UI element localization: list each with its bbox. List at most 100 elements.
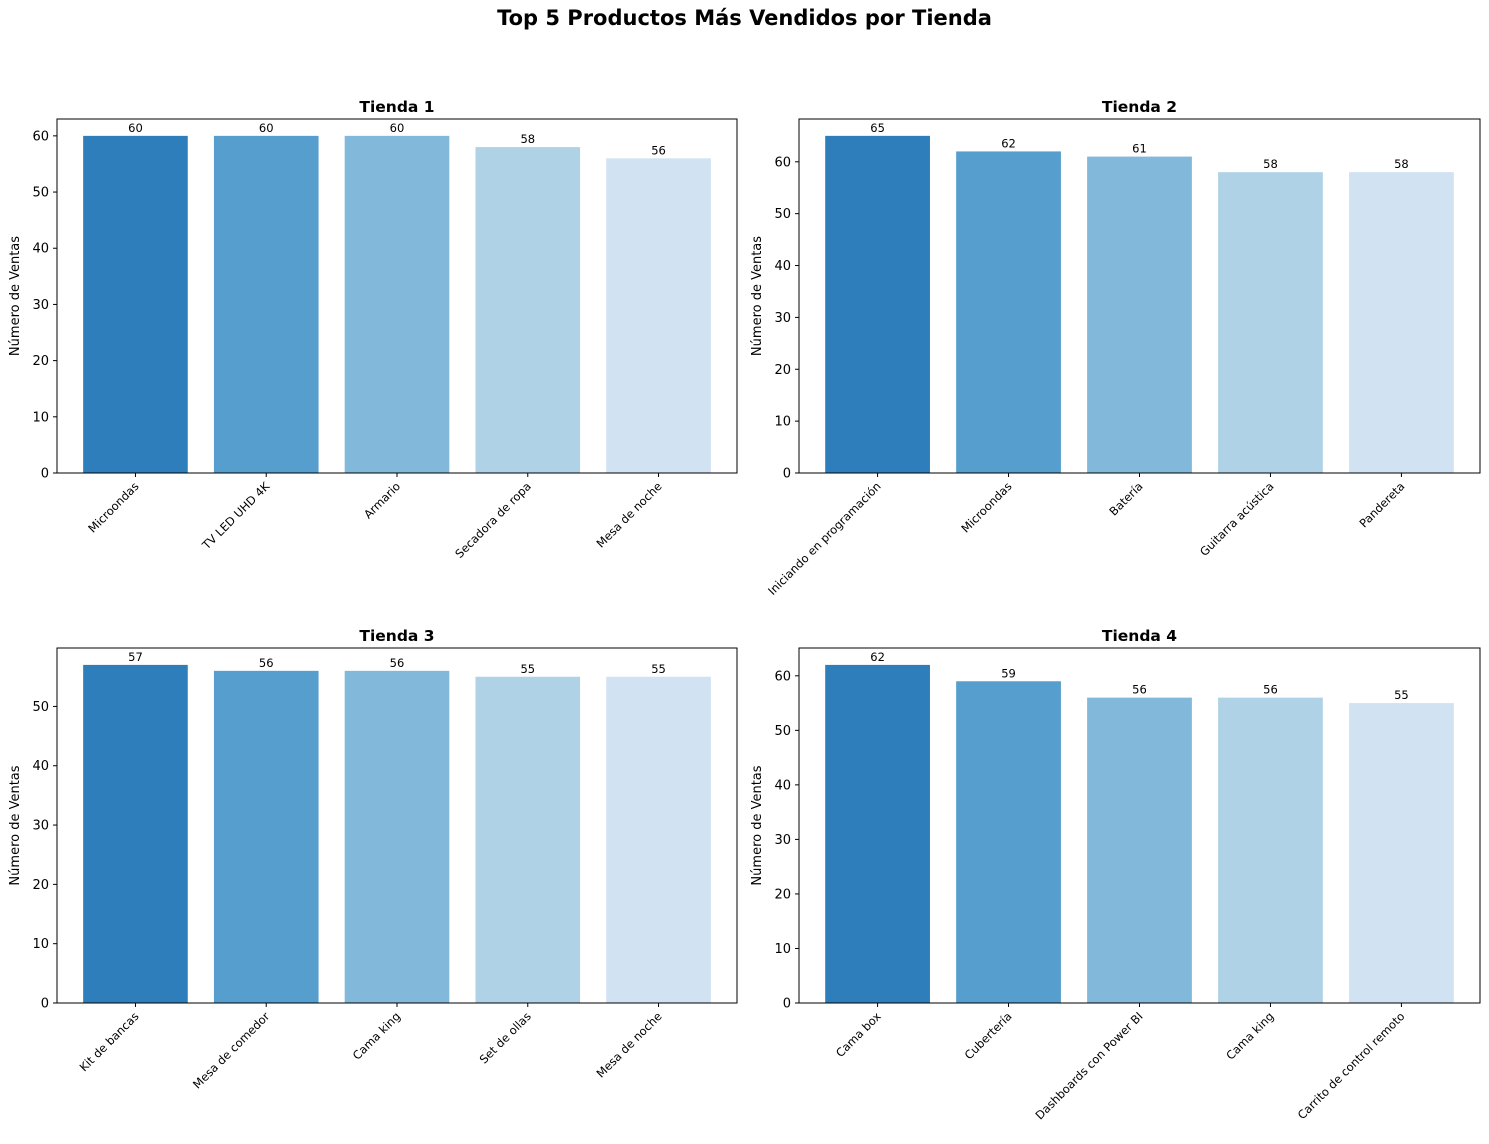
y-tick-label: 0 — [783, 997, 791, 1012]
x-tick-label: Mesa de noche — [593, 479, 664, 550]
x-tick-label: Microondas — [958, 479, 1014, 535]
subplot-title: Tienda 4 — [1102, 627, 1177, 645]
x-tick-label: Cama box — [833, 1009, 884, 1060]
y-axis-label: Número de Ventas — [8, 765, 23, 885]
x-tick-label: Mesa de comedor — [190, 1009, 273, 1092]
subplot-title: Tienda 3 — [359, 627, 434, 645]
x-tick-label: Iniciando en programación — [765, 479, 884, 598]
bar — [1087, 697, 1192, 1003]
x-tick-label: Batería — [1106, 479, 1145, 518]
y-tick-label: 50 — [32, 186, 49, 201]
subplot-title: Tienda 1 — [359, 98, 434, 116]
y-tick-label: 50 — [774, 207, 791, 222]
subplot-4: 62 59 56 56 55 0 10 20 30 40 50 60 Cama box Cuberterí… — [750, 627, 1481, 1122]
bar — [825, 135, 930, 474]
y-tick-label: 40 — [32, 242, 49, 257]
bar — [83, 135, 188, 474]
data-label: 59 — [1001, 666, 1016, 680]
x-tick-label: Armario — [361, 479, 403, 521]
data-label: 56 — [1132, 683, 1147, 697]
y-tick-label: 0 — [41, 997, 49, 1012]
x-tick-label: Microondas — [85, 479, 141, 535]
y-tick-label: 30 — [32, 819, 49, 834]
bar — [606, 158, 711, 473]
data-label: 58 — [520, 132, 535, 146]
data-label: 55 — [651, 662, 666, 676]
bar — [1218, 697, 1323, 1003]
data-label: 61 — [1132, 142, 1147, 156]
data-label: 55 — [520, 662, 535, 676]
y-tick-label: 0 — [783, 467, 791, 482]
bar — [956, 151, 1061, 474]
y-tick-label: 60 — [774, 155, 791, 170]
data-label: 58 — [1394, 157, 1409, 171]
x-tick-label: Guitarra acústica — [1197, 479, 1277, 559]
y-tick-label: 50 — [32, 700, 49, 715]
data-label: 58 — [1263, 157, 1278, 171]
y-tick-label: 60 — [32, 129, 49, 144]
bar — [213, 670, 319, 1003]
x-tick-label: TV LED UHD 4K — [199, 479, 273, 553]
y-tick-label: 0 — [41, 467, 49, 482]
y-tick-label: 60 — [774, 669, 791, 684]
y-tick-label: 50 — [774, 724, 791, 739]
bar — [825, 664, 930, 1003]
subplot-title: Tienda 2 — [1102, 98, 1177, 116]
subplot-2: 65 62 61 58 58 0 10 20 30 40 50 60 Iniciando en prog… — [750, 98, 1481, 598]
data-label: 56 — [259, 656, 274, 670]
bar — [1087, 156, 1192, 473]
y-tick-label: 30 — [32, 298, 49, 313]
data-label: 55 — [1394, 688, 1409, 702]
data-label: 62 — [1001, 136, 1016, 150]
x-tick-label: Pandereta — [1356, 479, 1407, 530]
y-tick-label: 20 — [32, 878, 49, 893]
data-label: 65 — [870, 121, 885, 135]
bar — [213, 135, 319, 474]
y-tick-label: 40 — [774, 778, 791, 793]
x-tick-label: Cubertería — [962, 1009, 1015, 1062]
data-label: 62 — [870, 650, 885, 664]
x-tick-label: Kit de bancas — [77, 1009, 142, 1074]
x-tick-label: Cama king — [1223, 1009, 1276, 1062]
y-tick-label: 20 — [774, 363, 791, 378]
y-tick-label: 10 — [774, 415, 791, 430]
bar — [1349, 703, 1454, 1003]
y-tick-label: 20 — [774, 887, 791, 902]
y-axis-label: Número de Ventas — [750, 765, 765, 885]
y-axis-label: Número de Ventas — [750, 236, 765, 356]
x-tick-label: Carrito de control remoto — [1295, 1009, 1408, 1122]
x-tick-label: Secadora de ropa — [452, 479, 534, 561]
data-label: 56 — [651, 143, 666, 157]
bar — [475, 147, 581, 473]
bar — [83, 664, 188, 1003]
bar — [1218, 172, 1323, 473]
data-label: 60 — [390, 121, 405, 135]
y-tick-label: 30 — [774, 311, 791, 326]
x-tick-label: Mesa de noche — [593, 1009, 664, 1080]
x-tick-label: Set de ollas — [477, 1009, 534, 1066]
bar — [344, 670, 450, 1003]
subplot-3: 57 56 56 55 55 0 10 20 30 40 50 Kit de bancas Mesa d… — [8, 627, 738, 1092]
y-tick-label: 40 — [774, 259, 791, 274]
y-axis-label: Número de Ventas — [8, 236, 23, 356]
x-tick-label: Dashboards con Power BI — [1032, 1009, 1145, 1122]
y-tick-label: 20 — [32, 354, 49, 369]
x-tick-label: Cama king — [350, 1009, 403, 1062]
bar — [1349, 172, 1454, 473]
data-label: 56 — [1263, 683, 1278, 697]
bar — [344, 135, 450, 474]
bar — [475, 676, 581, 1003]
data-label: 60 — [128, 121, 143, 135]
data-label: 57 — [128, 650, 143, 664]
y-tick-label: 40 — [32, 759, 49, 774]
y-tick-label: 10 — [774, 942, 791, 957]
y-tick-label: 30 — [774, 833, 791, 848]
data-label: 60 — [259, 121, 274, 135]
y-tick-label: 10 — [32, 937, 49, 952]
data-label: 56 — [390, 656, 405, 670]
bar — [606, 676, 711, 1003]
y-tick-label: 10 — [32, 410, 49, 425]
subplot-1: 60 60 60 58 56 0 10 20 30 40 50 60 Microondas TV LED … — [8, 98, 738, 561]
